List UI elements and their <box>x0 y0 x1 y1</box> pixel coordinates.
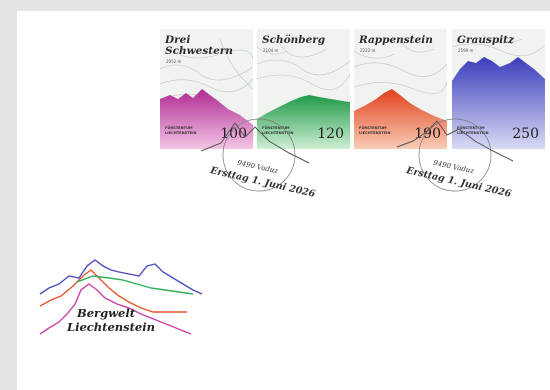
stamp-title: Rappenstein <box>359 34 433 46</box>
stamp-country: FÜRSTENTUM LIECHTENSTEIN <box>165 126 197 135</box>
stamp-elevation: 2222 m <box>360 48 376 53</box>
stamp-title: Grauspitz <box>457 34 514 46</box>
mountain-ridges-logo <box>39 259 203 335</box>
stamp-elevation: 2052 m <box>166 59 182 64</box>
pink-ridge-line <box>39 283 192 335</box>
logo-title-line1: Bergwelt <box>77 306 136 320</box>
stamp-country: FÜRSTENTUM LIECHTENSTEIN <box>457 126 489 135</box>
stamp-elevation: 2104 m <box>263 48 279 53</box>
stamp-title: Schönberg <box>262 34 326 46</box>
postmark-cancellation: 9490 Vaduz Ersttag 1. Juni 2026 <box>395 111 515 201</box>
stamp-elevation: 2599 m <box>458 48 474 53</box>
logo-title-line2: Liechtenstein <box>67 320 155 334</box>
stamp-value: 120 <box>317 126 344 142</box>
blue-ridge-line <box>39 259 203 295</box>
green-ridge-line <box>76 275 194 295</box>
stamp-drei-schwestern: Drei Schwestern 2052 m FÜRSTENTUM LIECHT… <box>160 29 253 149</box>
stamp-country: FÜRSTENTUM LIECHTENSTEIN <box>262 126 294 135</box>
stamp-country: FÜRSTENTUM LIECHTENSTEIN <box>359 126 391 135</box>
postmark-cancellation: 9490 Vaduz Ersttag 1. Juni 2026 <box>199 111 319 201</box>
stamp-value: 250 <box>512 126 539 142</box>
postmark-lines <box>200 118 310 192</box>
stamp-schoenberg: Schönberg 2104 m FÜRSTENTUM LIECHTENSTEI… <box>257 29 350 149</box>
stamp-title: Drei Schwestern <box>165 34 233 57</box>
stamp-value: 190 <box>414 126 441 142</box>
mountain-illustration <box>257 38 350 149</box>
orange-ridge-line <box>39 269 187 313</box>
stamp-grauspitz: Grauspitz 2599 m FÜRSTENTUM LIECHTENSTEI… <box>452 29 545 149</box>
postmark-lines <box>396 118 514 192</box>
mountain-illustration <box>452 33 545 149</box>
first-day-cover: Drei Schwestern 2052 m FÜRSTENTUM LIECHT… <box>17 11 550 390</box>
